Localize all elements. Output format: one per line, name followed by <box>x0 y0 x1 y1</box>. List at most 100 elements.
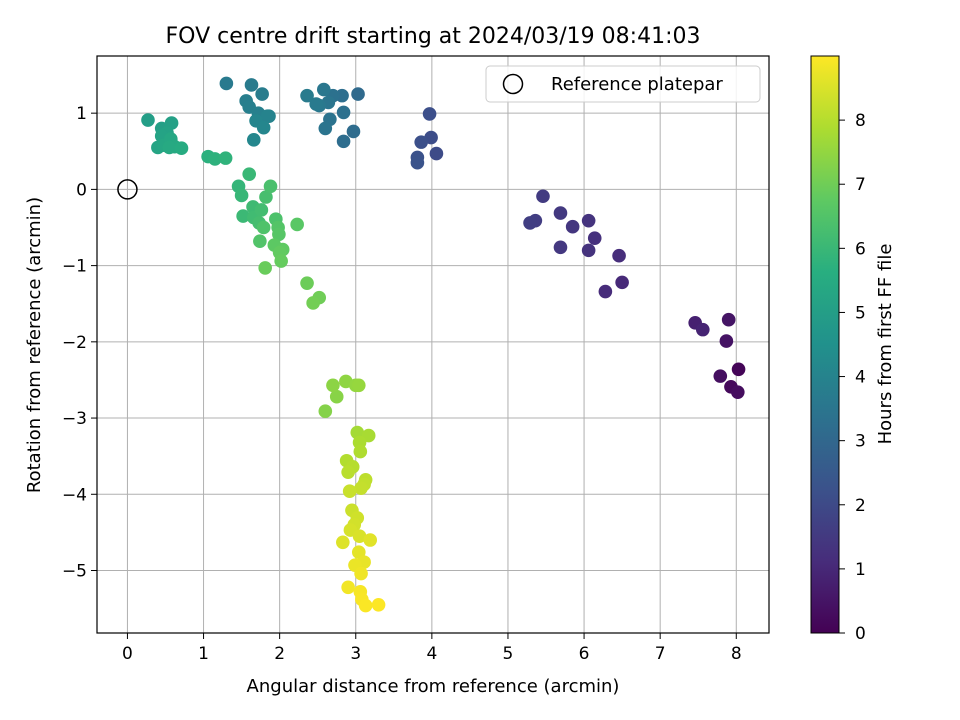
data-point <box>263 179 278 194</box>
data-point <box>363 533 378 547</box>
data-points <box>141 76 746 613</box>
data-point <box>218 151 233 165</box>
data-point <box>236 209 250 223</box>
colorbar-tick-label: 4 <box>855 368 866 388</box>
y-axis-label: Rotation from reference (arcmin) <box>24 197 45 493</box>
data-point <box>336 535 350 550</box>
colorbar-ticks: 0 1 2 3 4 5 6 7 8 <box>839 111 866 644</box>
data-point <box>352 529 367 543</box>
x-tick-label: 1 <box>198 644 209 664</box>
data-point <box>318 404 333 418</box>
y-tick-label: −2 <box>62 333 87 353</box>
data-point <box>536 189 550 204</box>
data-point <box>336 134 351 149</box>
x-tick-label: 2 <box>274 644 285 664</box>
data-point <box>371 597 386 612</box>
x-tick-label: 5 <box>503 644 514 664</box>
data-point <box>256 120 271 135</box>
data-point <box>553 240 568 255</box>
data-point <box>258 261 272 275</box>
data-point <box>730 385 745 399</box>
data-point <box>581 243 596 258</box>
data-point <box>318 121 333 136</box>
colorbar-tick-label: 0 <box>855 624 866 644</box>
data-point <box>246 133 261 147</box>
data-point <box>300 88 314 103</box>
data-point <box>290 217 304 232</box>
colorbar-tick-label: 3 <box>855 432 866 452</box>
data-point <box>254 203 269 217</box>
data-point <box>174 141 189 156</box>
data-point <box>612 248 626 263</box>
data-point <box>581 213 596 228</box>
gridlines <box>97 56 769 633</box>
x-axis-label: Angular distance from reference (arcmin) <box>247 676 620 697</box>
data-point <box>719 334 734 348</box>
data-point <box>316 82 331 97</box>
data-point <box>242 167 257 181</box>
data-point <box>341 465 355 479</box>
colorbar-label: Hours from first FF file <box>875 244 896 445</box>
data-point <box>615 275 629 290</box>
colorbar-tick-label: 1 <box>855 560 866 580</box>
data-point <box>274 254 288 268</box>
y-tick-label: 1 <box>76 104 87 124</box>
data-point <box>422 107 437 121</box>
data-point <box>309 97 323 111</box>
data-point <box>731 362 746 377</box>
y-tick-label: −5 <box>62 561 87 581</box>
colorbar <box>810 55 840 634</box>
data-point <box>259 190 273 204</box>
data-point <box>255 87 269 101</box>
y-tick-label: −4 <box>62 485 87 505</box>
legend-box <box>485 65 761 103</box>
data-point <box>587 231 602 245</box>
data-point <box>219 76 234 91</box>
colorbar-tick-label: 2 <box>855 496 866 516</box>
data-point <box>353 444 368 459</box>
x-tick-label: 7 <box>655 644 666 664</box>
data-point <box>695 322 710 337</box>
data-point <box>208 152 222 166</box>
legend-open-circle-icon <box>502 73 524 95</box>
x-tick-label: 8 <box>731 644 742 664</box>
data-point <box>342 484 357 499</box>
data-point <box>354 566 368 581</box>
x-tick-label: 4 <box>426 644 437 664</box>
chart-title: FOV centre drift starting at 2024/03/19 … <box>166 24 701 49</box>
legend-entry-label: Reference platepar <box>551 74 723 95</box>
data-point <box>329 389 344 404</box>
reference-point-marker <box>117 179 138 200</box>
data-point <box>553 206 568 220</box>
data-point <box>253 234 267 249</box>
data-point <box>358 598 373 613</box>
data-point <box>598 284 613 299</box>
colorbar-tick-label: 5 <box>855 303 866 323</box>
data-point <box>260 109 275 124</box>
data-point <box>354 481 368 495</box>
x-axis-ticks: 0 1 2 3 4 5 6 7 8 <box>122 633 742 664</box>
data-point <box>341 580 355 595</box>
data-point <box>234 188 249 203</box>
data-point <box>414 135 429 149</box>
colorbar-tick-label: 7 <box>855 175 866 195</box>
colorbar-tick-label: 6 <box>855 239 866 259</box>
data-point <box>351 87 365 101</box>
reference-marker <box>117 179 138 200</box>
data-point <box>256 220 271 235</box>
data-point <box>306 296 320 310</box>
data-point <box>721 312 736 327</box>
data-point <box>162 140 177 155</box>
y-tick-label: 0 <box>76 180 87 200</box>
data-point <box>346 124 361 139</box>
data-point <box>713 369 728 383</box>
x-tick-label: 0 <box>122 644 133 664</box>
y-axis-ticks: 1 0 −1 −2 −3 −4 −5 <box>62 104 97 581</box>
data-point <box>429 146 444 161</box>
data-point <box>410 155 425 170</box>
data-point <box>351 378 366 393</box>
data-point <box>141 113 155 127</box>
data-point <box>300 276 314 290</box>
y-tick-label: −1 <box>62 257 87 277</box>
